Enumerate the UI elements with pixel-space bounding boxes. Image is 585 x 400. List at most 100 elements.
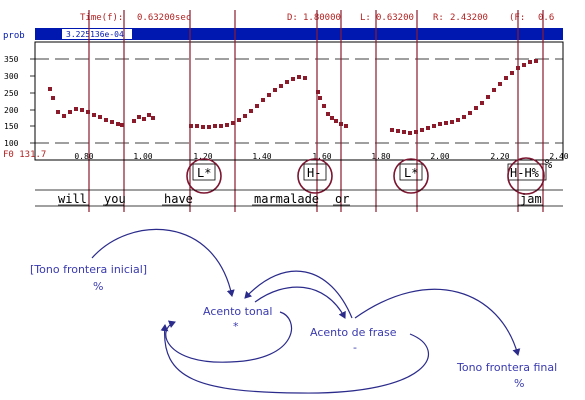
pitch-point xyxy=(456,118,460,122)
pitch-point xyxy=(201,125,205,129)
pitch-point xyxy=(142,117,146,121)
pitch-point xyxy=(74,107,78,111)
pitch-point xyxy=(120,123,124,127)
pitch-point xyxy=(326,112,330,116)
phrase-accent-text: Acento de frase xyxy=(310,326,397,339)
tone-box xyxy=(303,163,327,181)
pitch-point xyxy=(195,124,199,128)
pitch-point xyxy=(151,116,155,120)
y-tick-label: 300 xyxy=(4,72,19,81)
pitch-point xyxy=(279,84,283,88)
l-label: L: xyxy=(360,13,371,23)
time-value: 0.63200sec xyxy=(137,13,191,23)
segment-boundaries xyxy=(88,10,544,212)
pitch-point xyxy=(237,118,241,122)
arrow-accent-self-loop xyxy=(165,311,293,363)
pitch-point xyxy=(213,124,217,128)
intonation-grammar-diagram: [Tono frontera inicial] % Acento tonal *… xyxy=(30,228,557,394)
x-tick-label: 1.80 xyxy=(371,152,390,161)
pitch-point xyxy=(480,101,484,105)
pitch-point xyxy=(86,110,90,114)
tone-label-L1: L* xyxy=(197,166,211,180)
arrow-accent-to-phrase xyxy=(254,286,346,319)
l-value: 0.63200 xyxy=(376,13,414,23)
tone-label-H1: H- xyxy=(307,166,321,180)
pitch-point xyxy=(468,111,472,115)
pitch-point xyxy=(291,77,295,81)
pitch-point xyxy=(231,121,235,125)
pitch-point xyxy=(80,108,84,112)
y-tick-label: 200 xyxy=(4,106,19,115)
pitch-point xyxy=(137,115,141,119)
tone-box xyxy=(192,163,216,181)
prob-value: 3.225136e-04 xyxy=(66,30,124,39)
prob-bar-fill xyxy=(35,28,563,40)
pitch-point xyxy=(68,110,72,114)
pitch-points xyxy=(48,59,538,135)
d-label: D: xyxy=(287,13,298,23)
pitch-point xyxy=(522,63,526,67)
pitch-point xyxy=(110,120,114,124)
word-tier: will you have marmalade or jam xyxy=(35,189,563,207)
x-tick-label: 2.20 xyxy=(490,152,509,161)
tone-label-HH: H-H% xyxy=(510,166,540,180)
final-boundary-tone-symbol: % xyxy=(514,377,524,390)
pitch-point xyxy=(56,110,60,114)
highlight-circle xyxy=(393,158,429,194)
pitch-point xyxy=(132,119,136,123)
y-ticks: 350 300 250 200 150 100 xyxy=(4,55,35,148)
pitch-point xyxy=(303,76,307,80)
pitch-point xyxy=(116,122,120,126)
pitch-frame xyxy=(34,41,564,161)
x-tick-label: 1.20 xyxy=(193,152,212,161)
prob-bar: prob 3.225136e-04 xyxy=(3,28,563,41)
x-tick-label: 1.00 xyxy=(133,152,152,161)
pitch-point xyxy=(426,126,430,130)
pitch-point xyxy=(498,82,502,86)
pitch-point xyxy=(528,60,532,64)
pitch-point xyxy=(438,122,442,126)
arrow-phrase-to-accent-lower xyxy=(160,324,429,394)
pitch-point xyxy=(267,93,271,97)
word-will: will xyxy=(58,192,87,206)
time-label: Time(f): xyxy=(80,13,123,23)
right-edge-label: % xyxy=(545,157,553,171)
pitch-point xyxy=(297,75,301,79)
pitch-point xyxy=(408,131,412,135)
highlight-circle xyxy=(297,158,333,194)
f-label: (F: xyxy=(509,13,525,23)
pitch-point xyxy=(285,80,289,84)
pitch-track-panel: 350 300 250 200 150 100 0.80 1.00 1.20 1.40 1.60 1… xyxy=(3,10,569,212)
tone-box xyxy=(399,163,423,181)
pitch-point xyxy=(48,87,52,91)
d-value: 1.80000 xyxy=(303,13,341,23)
pitch-point xyxy=(207,125,211,129)
x-tick-label: 1.60 xyxy=(312,152,331,161)
pitch-point xyxy=(261,98,265,102)
pitch-point xyxy=(92,113,96,117)
y-tick-label: 100 xyxy=(4,139,19,148)
y-tick-label: 350 xyxy=(4,55,19,64)
pitch-point xyxy=(189,124,193,128)
r-label: R: xyxy=(433,13,444,23)
pitch-point xyxy=(516,66,520,70)
r-value: 2.43200 xyxy=(450,13,488,23)
pitch-point xyxy=(243,114,247,118)
pitch-point xyxy=(486,95,490,99)
pitch-point xyxy=(51,96,55,100)
pitch-point xyxy=(318,96,322,100)
f0-corner-label: F0 131.7 xyxy=(3,150,46,160)
x-tick-label: 2.00 xyxy=(430,152,449,161)
pitch-point xyxy=(273,88,277,92)
pitch-accent-text: Acento tonal xyxy=(203,305,272,318)
final-boundary-tone-text: Tono frontera final xyxy=(456,361,557,374)
pitch-point xyxy=(316,90,320,94)
pitch-point xyxy=(450,120,454,124)
highlight-circle xyxy=(507,157,545,195)
pitch-point xyxy=(504,76,508,80)
pitch-point xyxy=(474,106,478,110)
x-tick-label: 2.40 xyxy=(549,152,568,161)
word-have: have xyxy=(164,192,193,206)
pitch-accent-symbol: * xyxy=(233,320,239,333)
